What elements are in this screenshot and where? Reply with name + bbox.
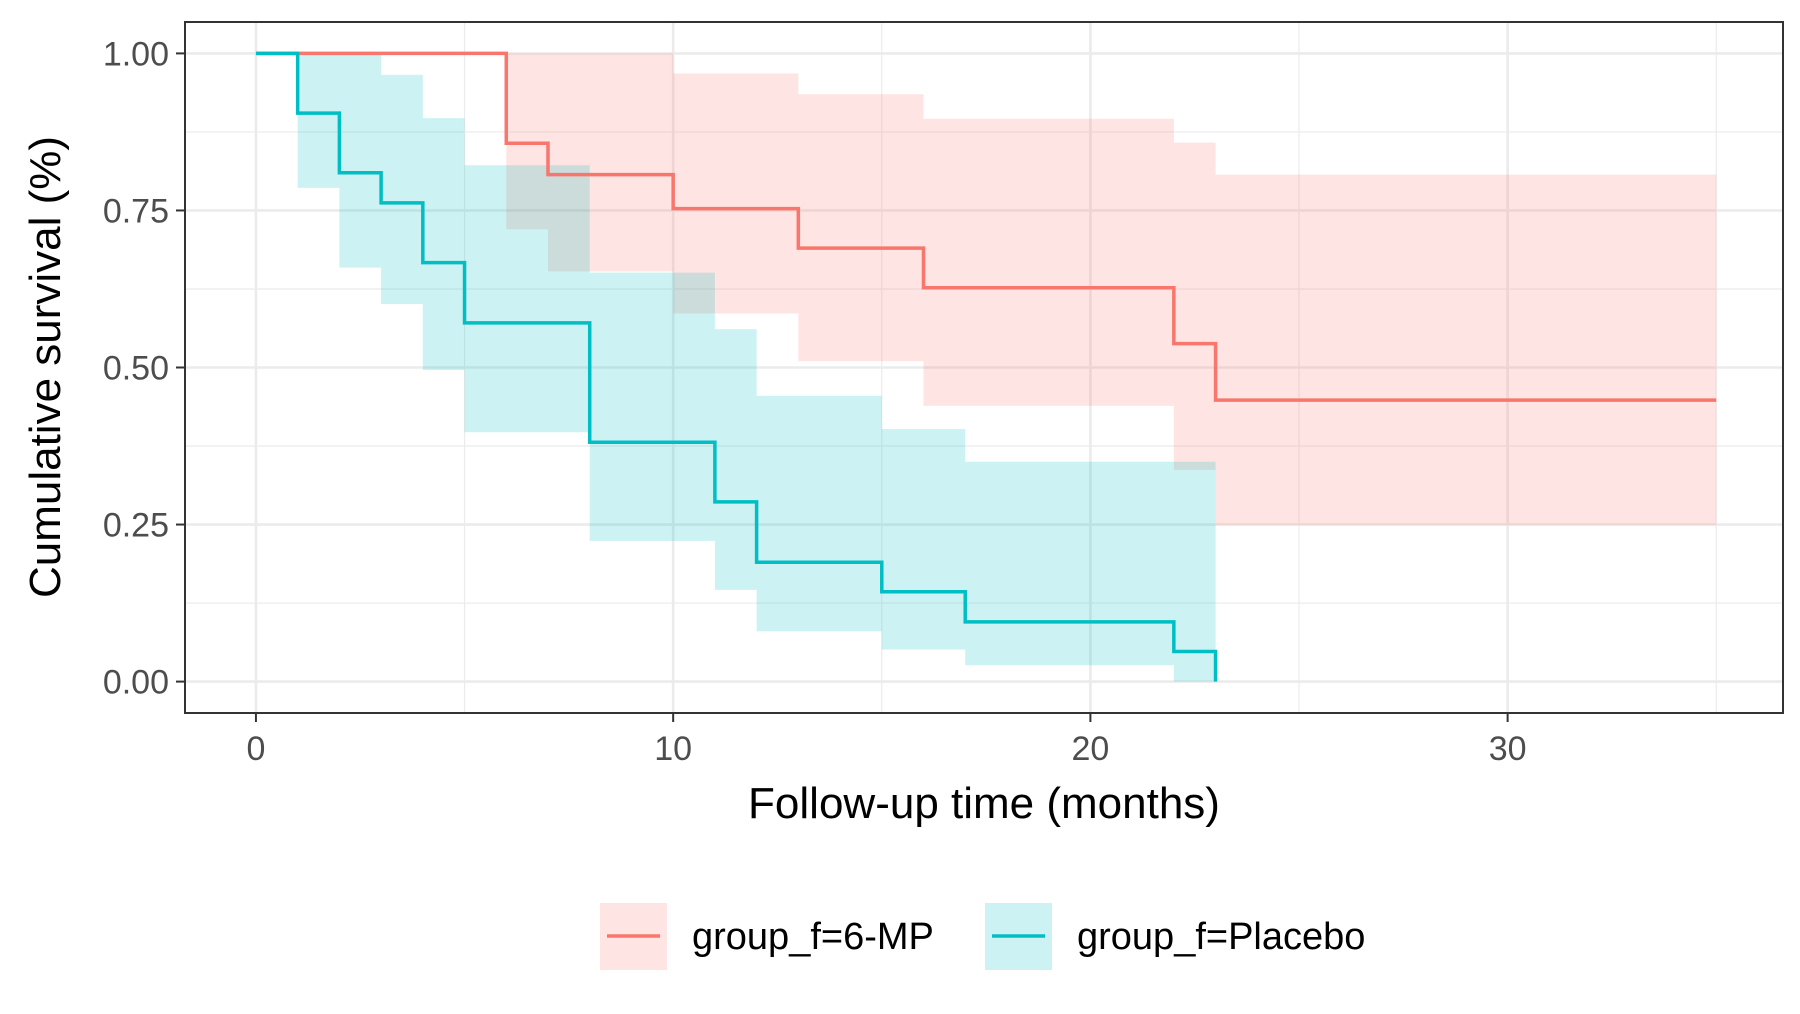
y-tick-label: 0.75 bbox=[103, 192, 169, 230]
confidence-band-placebo bbox=[297, 53, 340, 188]
y-axis: 0.00 0.25 0.50 0.75 1.00 bbox=[103, 35, 185, 702]
legend: group_f=6-MP group_f=Placebo bbox=[600, 903, 1365, 970]
x-tick-label: 10 bbox=[654, 730, 692, 768]
confidence-band-placebo bbox=[756, 395, 882, 632]
confidence-band-placebo bbox=[589, 272, 715, 541]
x-tick-label: 30 bbox=[1489, 730, 1527, 768]
survival-line-placebo bbox=[255, 51, 1218, 682]
confidence-band-placebo bbox=[339, 53, 382, 268]
confidence-bands bbox=[297, 53, 1717, 682]
legend-item-placebo: group_f=Placebo bbox=[985, 903, 1365, 970]
confidence-band-6-mp bbox=[673, 73, 799, 314]
survival-line-6-mp bbox=[255, 51, 1717, 402]
confidence-band-6-mp bbox=[923, 118, 1174, 406]
x-axis: 0 10 20 30 bbox=[246, 713, 1527, 768]
confidence-band-placebo bbox=[714, 329, 757, 590]
grid-lines bbox=[185, 22, 1783, 713]
confidence-band-placebo bbox=[965, 461, 1174, 666]
confidence-band-placebo bbox=[881, 429, 966, 650]
confidence-band-6-mp bbox=[547, 53, 674, 272]
y-tick-label: 0.50 bbox=[103, 350, 169, 388]
confidence-band-6-mp bbox=[506, 53, 548, 230]
x-tick-label: 20 bbox=[1071, 730, 1109, 768]
y-tick-label: 0.25 bbox=[103, 507, 169, 545]
confidence-band-placebo bbox=[1173, 461, 1216, 682]
confidence-band-placebo bbox=[422, 118, 465, 371]
legend-label-6-mp: group_f=6-MP bbox=[692, 916, 934, 958]
y-tick-label: 0.00 bbox=[103, 664, 169, 702]
y-axis-title: Cumulative survival (%) bbox=[21, 136, 70, 598]
survival-curves bbox=[255, 51, 1717, 682]
x-tick-label: 0 bbox=[246, 730, 265, 768]
confidence-band-6-mp bbox=[1215, 174, 1717, 526]
y-tick-label: 1.00 bbox=[103, 35, 169, 73]
x-axis-title: Follow-up time (months) bbox=[748, 779, 1220, 828]
legend-label-placebo: group_f=Placebo bbox=[1077, 916, 1365, 958]
confidence-band-placebo bbox=[381, 74, 423, 305]
confidence-band-placebo bbox=[464, 165, 590, 433]
legend-item-6-mp: group_f=6-MP bbox=[600, 903, 934, 970]
confidence-band-6-mp bbox=[798, 94, 924, 362]
confidence-band-6-mp bbox=[1173, 142, 1216, 470]
